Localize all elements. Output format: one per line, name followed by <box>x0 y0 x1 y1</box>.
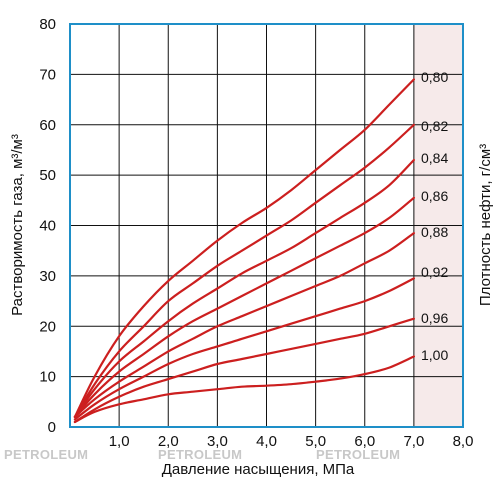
x-axis-title: Давление насыщения, МПа <box>162 461 355 478</box>
series-line-1-00 <box>73 355 415 424</box>
x-tick-labels: 1,0 2,0 3,0 4,0 5,0 6,0 7,0 8,0 <box>109 433 474 450</box>
x-tick-label: 6,0 <box>354 433 375 450</box>
y-tick-label: 70 <box>39 66 56 83</box>
curve-label: 0,96 <box>421 310 448 326</box>
series-line-0-96 <box>73 317 415 424</box>
x-tick-label: 1,0 <box>109 433 130 450</box>
y-axis-title: Растворимость газа, м³/м³ <box>9 134 26 316</box>
right-axis-title: Плотность нефти, г/см³ <box>477 144 494 306</box>
watermark-text: PETROLEUM <box>316 447 400 462</box>
series-line-0-84 <box>73 158 415 418</box>
curve-label: 0,80 <box>421 69 448 85</box>
y-tick-label: 40 <box>39 218 56 235</box>
series-line-0-88 <box>73 232 415 418</box>
y-tick-label: 20 <box>39 318 56 335</box>
curve-label: 0,88 <box>421 224 448 240</box>
curve-label: 1,00 <box>421 347 448 363</box>
x-tick-label: 2,0 <box>158 433 179 450</box>
x-tick-label: 4,0 <box>256 433 277 450</box>
y-tick-labels: 0 10 20 30 40 50 60 70 80 <box>39 16 56 436</box>
curve-labels: 0,80 0,82 0,84 0,86 0,88 0,92 0,96 1,00 <box>421 69 448 363</box>
plot-frame <box>69 23 464 428</box>
y-tick-label: 30 <box>39 268 56 285</box>
watermark-text: PETROLEUM <box>4 447 88 462</box>
x-tick-label: 8,0 <box>453 433 474 450</box>
curve-label: 0,82 <box>421 118 448 134</box>
watermarks: PETROLEUM PETROLEUM PETROLEUM <box>4 447 400 462</box>
y-tick-label: 80 <box>39 16 56 33</box>
curve-label: 0,86 <box>421 188 448 204</box>
series-line-0-80 <box>73 78 415 418</box>
y-tick-label: 0 <box>48 419 56 436</box>
x-tick-label: 5,0 <box>305 433 326 450</box>
series-line-0-92 <box>73 277 415 421</box>
curve-label: 0,84 <box>421 150 448 166</box>
curves <box>73 78 415 424</box>
grid <box>70 24 463 427</box>
y-tick-label: 60 <box>39 117 56 134</box>
y-tick-label: 50 <box>39 167 56 184</box>
curve-label: 0,92 <box>421 264 448 280</box>
watermark-text: PETROLEUM <box>158 447 242 462</box>
series-line-0-82 <box>73 123 415 418</box>
series-line-0-86 <box>73 196 415 418</box>
x-tick-label: 3,0 <box>207 433 228 450</box>
y-tick-label: 10 <box>39 369 56 386</box>
x-tick-label: 7,0 <box>403 433 424 450</box>
